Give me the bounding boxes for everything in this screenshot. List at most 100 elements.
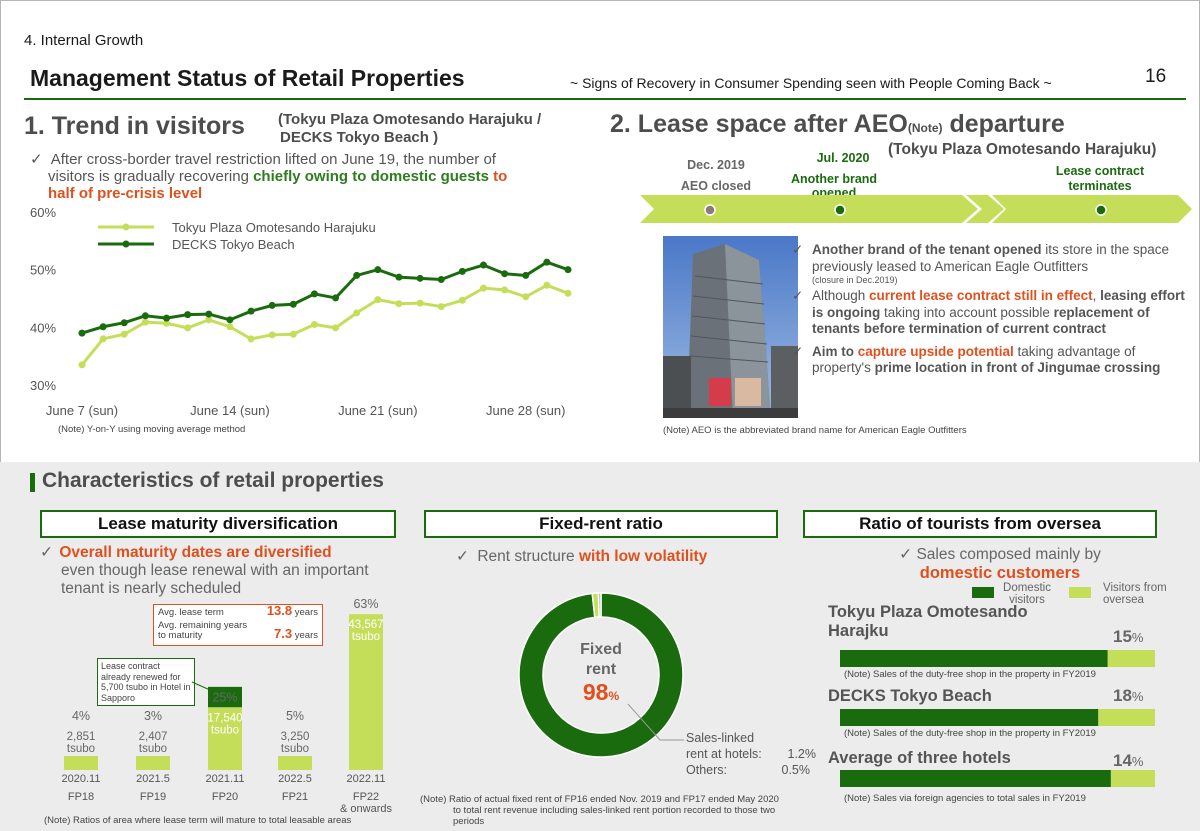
data-point [120,319,128,327]
side-label-3a: Others: [686,763,727,777]
bar-category-sub: & onwards [340,803,392,815]
bar-unit-label: tsubo [139,743,167,755]
timeline-text-3: Lease contract terminates [1055,164,1145,193]
fixed-note-1: (Note) Ratio of actual fixed rent of FP1… [420,794,779,805]
title-rule [24,98,1186,100]
maturity-bar-segment [208,707,242,770]
data-point [141,318,149,326]
page-number: 16 [1145,66,1167,87]
donut-center-2: rent [585,661,617,678]
x-tick-label: June 21 (sun) [338,403,418,418]
lease-b1-bold: Another brand of the tenant opened [812,242,1042,257]
fixed-note-3: periods [453,816,485,827]
renewed-callout: Lease contract already renewed for 5,700… [97,658,195,706]
tourist-value-3: 14% [1113,751,1143,771]
fixed-rent-bullet: ✓ Rent structure with low volatility [456,547,707,566]
data-point [522,271,530,279]
donut-leader-line [627,703,684,741]
data-point [374,266,382,274]
maturity-b-rest1: even though lease renewal with an import… [61,562,369,579]
side-label-2b: 1.2% [787,747,817,761]
data-point [268,331,276,339]
tourists-bullet: ✓ Sales composed mainly by domestic cust… [860,545,1140,583]
trend-bullet-b: visitors is gradually recovering [48,168,254,185]
bar-category-label: FP21 [282,791,308,803]
lease-bullet-2: ✓ Although current lease contract still … [792,288,1192,338]
series-line [81,260,569,335]
trend-bullet-d: to [488,168,508,185]
data-point [268,301,276,309]
building-photo [663,236,798,418]
bar-value-label: 43,567 [348,619,383,631]
data-point [184,324,192,332]
lease-heading-main: 2. Lease space after AEO [610,110,908,138]
data-point [226,316,234,324]
donut-slice [597,592,602,618]
lease-bullet-3: ✓ Aim to capture upside potential taking… [792,344,1192,377]
bar-date-label: 2020.11 [62,773,101,785]
lease-heading-note: (Note) [907,121,943,135]
y-tick-label: 40% [30,320,56,335]
tourist-bar-segment [840,650,1108,667]
tourist-name-3: Average of three hotels [828,749,1011,767]
avg-val1: 13.8 [266,603,293,618]
timeline-dot [834,204,846,216]
tourist-value-1: 15% [1113,627,1143,647]
data-point [458,296,466,304]
tourist-bar-segment [1110,770,1155,787]
timeline-date-1: Dec. 2019 [687,158,745,172]
visitors-line-chart: 60% 50% 40% 30% June 7 (sun) June 14 (sun) Jun… [30,205,572,418]
donut-center: Fixed rent 98% [546,640,656,706]
bar-category-label: FP20 [212,791,238,803]
lease-heading-sub: (Tokyu Plaza Omotesando Harajuku) [888,141,1157,158]
maturity-bar-chart: 2,851tsubo4%2020.11FP182,407tsubo3%2021.… [62,597,393,815]
timeline-text-1: AEO closed [680,179,752,193]
data-point [184,311,192,319]
avg-value1: 13.8 years [266,603,318,618]
side-label-2a: rent at hotels: [686,747,762,761]
data-point [374,296,382,304]
y-tick-label: 50% [30,263,56,278]
lease-bullet-1: ✓ Another brand of the tenant opened its… [792,242,1192,285]
lease-b2-rest1: taking into account possible [880,304,1050,320]
bar-percent-label: 63% [353,597,378,611]
fixed-b-pre: Rent structure [477,548,579,565]
bar-percent-label: 4% [72,709,90,723]
series-line [80,283,569,366]
tourists-title: Ratio of tourists from oversea [803,510,1157,538]
characteristics-heading: Characteristics of retail properties [42,469,384,492]
avg-label2b: to maturity [158,630,203,641]
data-point [163,314,171,322]
data-point [205,316,213,324]
legend-marker [122,223,130,231]
lease-b3-rest1: taking advantage of property's [812,343,1136,376]
tourist-value-2: 18% [1113,686,1143,706]
donut-side-labels: Sales-linked rent at hotels: 1.2% Others:… [686,730,816,778]
lease-b2-orange: current lease contract still in effect [869,288,1093,303]
data-point [332,294,340,302]
lease-b3-bold1: Aim to [812,343,858,359]
fixed-note-2: to total rent revenue including sales-li… [453,805,776,816]
data-point [99,335,107,343]
trend-bullet-e: half of pre-crisis level [48,185,203,202]
maturity-bar-segment [64,756,98,770]
tourist-value-3-num: 14 [1113,751,1132,770]
data-point [99,323,107,331]
page-subtitle: ~ Signs of Recovery in Consumer Spending… [570,75,1052,91]
tourist-bar-segment [840,709,1099,726]
bar-unit-label: tsubo [211,724,239,736]
data-point [479,261,487,269]
maturity-bar-segment [278,756,312,770]
tourist-note-1: (Note) Sales of the duty-free shop in th… [844,669,1096,680]
data-point [564,266,572,274]
avg-label1: Avg. lease term [158,607,224,618]
check-icon: ✓ [792,288,804,303]
fixed-rent-note: (Note) Ratio of actual fixed rent of FP1… [420,794,779,827]
fixed-rent-donut [518,592,684,758]
bar-unit-label: tsubo [352,631,380,643]
data-point [226,323,234,331]
avg-unit2: years [294,630,318,641]
data-point [416,274,424,282]
fixed-b-orange: with low volatility [578,548,708,565]
tourist-value-1-unit: % [1131,630,1144,645]
